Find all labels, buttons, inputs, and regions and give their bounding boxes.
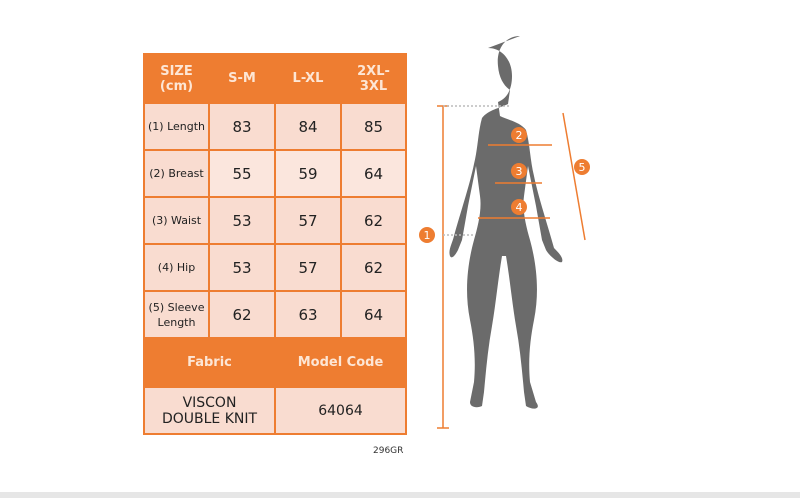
marker-circle [419,227,435,243]
marker-number: 2 [516,129,523,142]
marker-number: 5 [579,161,586,174]
measurement-lines [437,105,586,429]
table-row: (2) Breast 55 59 64 [143,149,407,198]
size-value: 57 [274,243,342,292]
model-code-value: 64064 [274,386,407,435]
size-value: 59 [274,149,342,198]
table-row: (3) Waist 53 57 62 [143,196,407,245]
row-label: (1) Length [143,102,210,151]
marker-circle [511,127,527,143]
table-row: (4) Hip 53 57 62 [143,243,407,292]
fabric-label: Fabric [143,337,276,388]
header-l-xl: L-XL [274,53,342,104]
image-code: 296GR [373,446,404,456]
size-value: 62 [340,243,407,292]
size-value: 63 [274,290,342,339]
marker-number: 1 [424,229,431,242]
table-row: (1) Length 83 84 85 [143,102,407,151]
model-code-label: Model Code [274,337,407,388]
size-value: 55 [208,149,276,198]
size-value: 84 [274,102,342,151]
size-value: 83 [208,102,276,151]
header-row: SIZE (cm) S-M L-XL 2XL-3XL [143,53,407,104]
header-2xl-3xl: 2XL-3XL [340,53,407,104]
size-chart-table: SIZE (cm) S-M L-XL 2XL-3XL (1) Length 83 8… [143,53,407,435]
row-label: (2) Breast [143,149,210,198]
size-value: 64 [340,149,407,198]
fabric-header-row: Fabric Model Code [143,337,407,388]
size-value: 62 [340,196,407,245]
marker-number: 3 [516,165,523,178]
body-silhouette-figure: 1 2 3 4 5 [419,36,590,429]
measurement-markers: 1 2 3 4 5 [419,127,590,243]
size-value: 57 [274,196,342,245]
size-value: 64 [340,290,407,339]
header-s-m: S-M [208,53,276,104]
row-label: (4) Hip [143,243,210,292]
marker-circle [511,163,527,179]
size-value: 53 [208,196,276,245]
bottom-bar [0,492,800,498]
fabric-value: VISCON DOUBLE KNIT [143,386,276,435]
size-value: 85 [340,102,407,151]
marker-circle [511,199,527,215]
row-label: (3) Waist [143,196,210,245]
marker-number: 4 [516,201,523,214]
marker-circle [574,159,590,175]
silhouette [449,36,563,409]
row-label: (5) Sleeve Length [143,290,210,339]
header-size: SIZE (cm) [143,53,210,104]
fabric-row: VISCON DOUBLE KNIT 64064 [143,386,407,435]
size-value: 53 [208,243,276,292]
size-value: 62 [208,290,276,339]
table-row: (5) Sleeve Length 62 63 64 [143,290,407,339]
